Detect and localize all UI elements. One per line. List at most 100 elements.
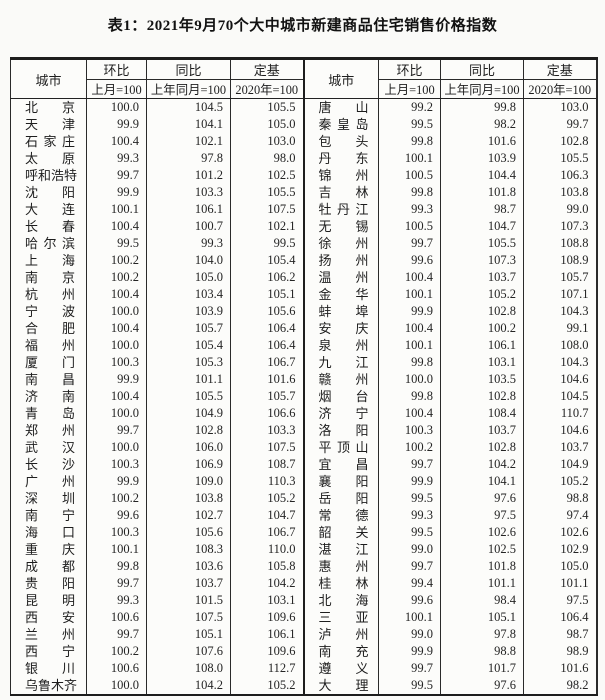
city-cell: 平顶山 bbox=[302, 439, 379, 456]
table-row: 乌鲁木齐 100.0 104.2 105.2 大理 99.5 97.6 98.2 bbox=[11, 677, 597, 695]
city-name-char: 洛 bbox=[318, 423, 332, 438]
mom-value: 100.2 bbox=[86, 490, 147, 507]
city-cell: 安庆 bbox=[302, 320, 379, 337]
city-name: 贵阳 bbox=[25, 575, 75, 592]
city-name-char: 太 bbox=[25, 151, 39, 166]
city-name: 湛江 bbox=[319, 541, 369, 558]
mom-value: 99.9 bbox=[378, 643, 441, 660]
base-value: 98.8 bbox=[523, 490, 597, 507]
city-name-char: 合 bbox=[25, 321, 39, 336]
mom-value: 99.5 bbox=[86, 235, 147, 252]
city-name: 徐州 bbox=[319, 235, 369, 252]
city-name-char: 台 bbox=[355, 389, 369, 404]
header-mom-right: 环比 bbox=[378, 58, 441, 80]
city-name-char: 郑 bbox=[25, 423, 39, 438]
base-value: 103.7 bbox=[523, 439, 597, 456]
city-name: 兰州 bbox=[25, 626, 75, 643]
city-name-char: 阳 bbox=[355, 423, 369, 438]
city-name-char: 木 bbox=[51, 678, 65, 693]
city-name: 福州 bbox=[25, 337, 75, 354]
subheader-base-right: 2020年=100 bbox=[523, 79, 597, 99]
city-name-char: 韶 bbox=[318, 525, 332, 540]
yoy-value: 97.8 bbox=[146, 150, 231, 167]
city-name: 遵义 bbox=[319, 660, 369, 677]
mom-value: 100.2 bbox=[86, 269, 147, 286]
yoy-value: 103.3 bbox=[146, 184, 231, 201]
base-value: 101.6 bbox=[523, 660, 597, 677]
city-cell: 长春 bbox=[11, 218, 87, 235]
city-name: 宜昌 bbox=[319, 456, 369, 473]
table-row: 南昌 99.9 101.1 101.6 赣州 100.0 103.5 104.6 bbox=[11, 371, 597, 388]
city-name-char: 滨 bbox=[61, 236, 75, 251]
city-name-char: 安 bbox=[318, 321, 332, 336]
city-name: 杭州 bbox=[25, 286, 75, 303]
city-cell: 重庆 bbox=[11, 541, 87, 558]
yoy-value: 98.2 bbox=[440, 116, 524, 133]
city-name-char: 南 bbox=[25, 270, 39, 285]
yoy-value: 104.9 bbox=[146, 405, 231, 422]
mom-value: 99.7 bbox=[378, 235, 441, 252]
mom-value: 100.3 bbox=[86, 456, 147, 473]
base-value: 105.6 bbox=[230, 303, 304, 320]
city-name-char: 充 bbox=[355, 644, 369, 659]
city-name-char: 津 bbox=[61, 117, 75, 132]
city-cell: 湛江 bbox=[302, 541, 379, 558]
city-name: 惠州 bbox=[319, 558, 369, 575]
city-cell: 牡丹江 bbox=[302, 201, 379, 218]
city-name: 石家庄 bbox=[25, 133, 75, 150]
mom-value: 99.3 bbox=[86, 592, 147, 609]
table-row: 南宁 99.6 102.7 104.7 常德 99.3 97.5 97.4 bbox=[11, 507, 597, 524]
base-value: 106.1 bbox=[230, 626, 304, 643]
city-name-char: 州 bbox=[355, 168, 369, 183]
mom-value: 99.7 bbox=[378, 456, 441, 473]
city-name-char: 大 bbox=[25, 202, 39, 217]
city-name-char: 州 bbox=[355, 372, 369, 387]
base-value: 106.4 bbox=[230, 337, 304, 354]
city-name-char: 泸 bbox=[318, 627, 332, 642]
city-name-char: 亚 bbox=[355, 610, 369, 625]
city-name: 沈阳 bbox=[25, 184, 75, 201]
table-row: 沈阳 99.9 103.3 105.5 吉林 99.8 101.8 103.8 bbox=[11, 184, 597, 201]
yoy-value: 103.6 bbox=[146, 558, 231, 575]
city-cell: 太原 bbox=[11, 150, 87, 167]
mom-value: 100.0 bbox=[86, 337, 147, 354]
yoy-value: 104.1 bbox=[440, 473, 524, 490]
city-cell: 襄阳 bbox=[302, 473, 379, 490]
city-name: 西安 bbox=[25, 609, 75, 626]
table-row: 大连 100.1 106.1 107.5 牡丹江 99.3 98.7 99.0 bbox=[11, 201, 597, 218]
city-name-char: 原 bbox=[61, 151, 75, 166]
base-value: 105.4 bbox=[230, 252, 304, 269]
mom-value: 100.6 bbox=[86, 660, 147, 677]
city-name: 洛阳 bbox=[319, 422, 369, 439]
city-cell: 扬州 bbox=[302, 252, 379, 269]
city-name: 大理 bbox=[319, 677, 369, 694]
city-name-char: 鲁 bbox=[38, 678, 52, 693]
city-name-char: 长 bbox=[25, 457, 39, 472]
city-cell: 成都 bbox=[11, 558, 87, 575]
base-value: 105.0 bbox=[230, 116, 304, 133]
mom-value: 99.3 bbox=[86, 150, 147, 167]
base-value: 106.4 bbox=[230, 320, 304, 337]
city-name-char: 州 bbox=[355, 627, 369, 642]
table-row: 长沙 100.3 106.9 108.7 宜昌 99.7 104.2 104.9 bbox=[11, 456, 597, 473]
city-cell: 银川 bbox=[11, 660, 87, 677]
city-name-char: 金 bbox=[318, 287, 332, 302]
mom-value: 100.4 bbox=[378, 269, 441, 286]
city-name-char: 江 bbox=[355, 542, 369, 557]
yoy-value: 102.8 bbox=[440, 439, 524, 456]
city-cell: 昆明 bbox=[11, 592, 87, 609]
city-cell: 大理 bbox=[302, 677, 379, 695]
city-name-char: 西 bbox=[25, 644, 39, 659]
mom-value: 100.1 bbox=[378, 609, 441, 626]
yoy-value: 102.8 bbox=[440, 303, 524, 320]
city-cell: 韶关 bbox=[302, 524, 379, 541]
table-row: 哈尔滨 99.5 99.3 99.5 徐州 99.7 105.5 108.8 bbox=[11, 235, 597, 252]
city-name: 呼和浩特 bbox=[25, 167, 77, 184]
table-row: 青岛 100.0 104.9 106.6 济宁 100.4 108.4 110.7 bbox=[11, 405, 597, 422]
city-name-char: 沙 bbox=[61, 457, 75, 472]
header-yoy-right: 同比 bbox=[440, 58, 524, 80]
city-name: 无锡 bbox=[319, 218, 369, 235]
city-name: 平顶山 bbox=[319, 439, 369, 456]
mom-value: 100.1 bbox=[86, 201, 147, 218]
city-name-char: 平 bbox=[318, 440, 332, 455]
